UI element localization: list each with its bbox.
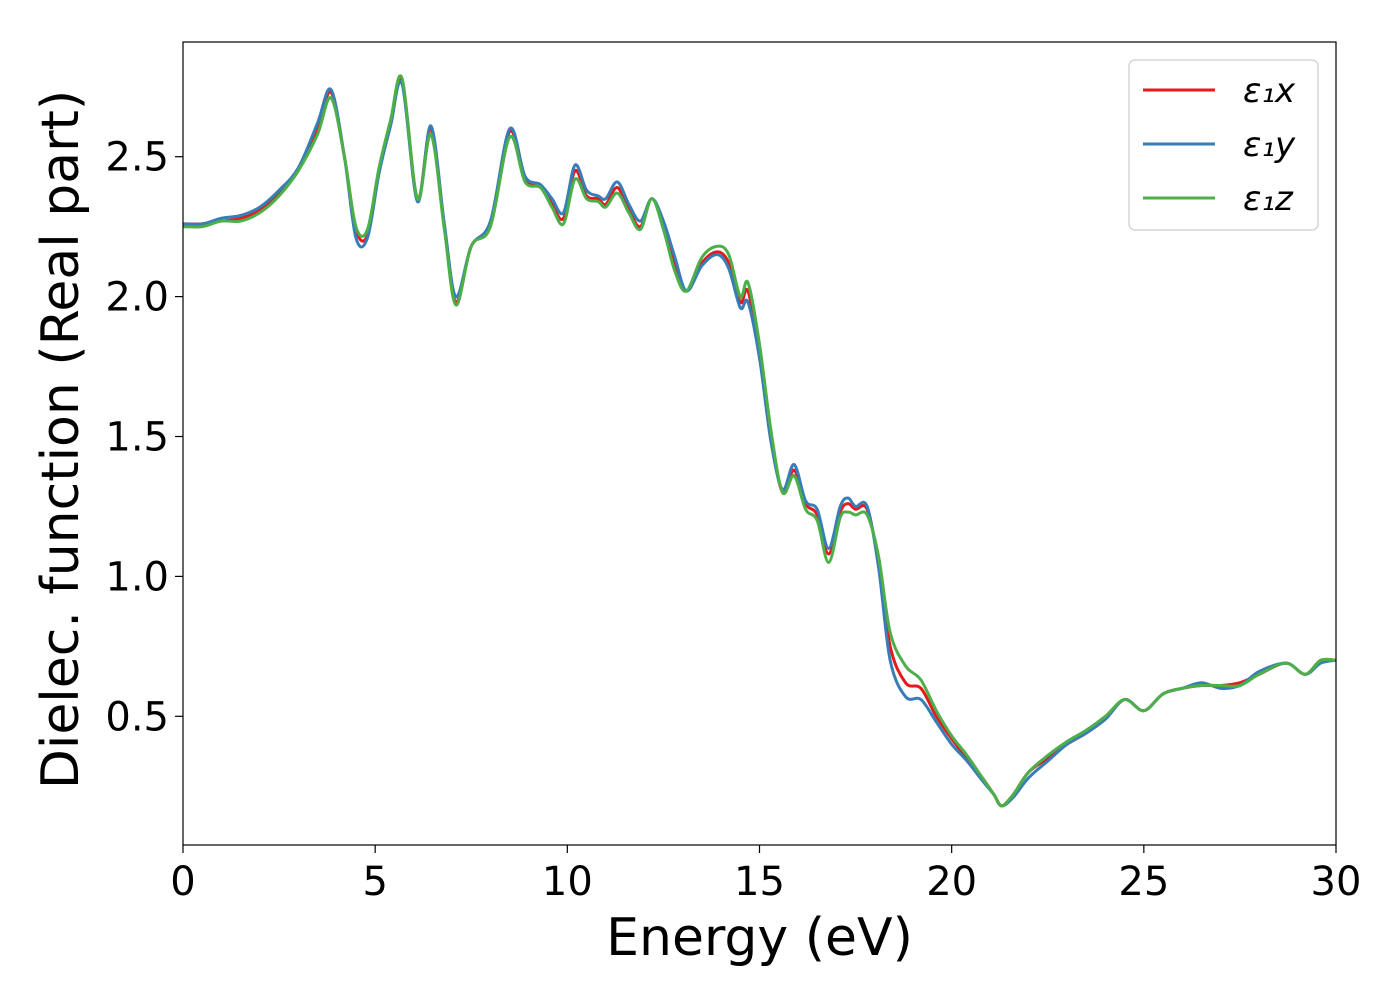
x-tick-label: 25 [1118,859,1169,905]
x-tick-label: 30 [1311,859,1362,905]
x-axis-label: Energy (eV) [606,908,913,968]
plot-lines [182,74,1337,808]
x-tick-label: 15 [734,859,785,905]
legend-label: ε₁z [1243,179,1294,219]
y-axis-label: Dielec. function (Real part) [31,90,91,789]
x-tick-label: 10 [542,859,593,905]
legend: ε₁x ε₁y ε₁z [1128,59,1319,231]
legend-label: ε₁y [1243,125,1296,165]
legend-box [1128,59,1319,231]
y-tick-label: 2.5 [105,135,169,181]
x-axis-ticks: 0 5 10 15 20 25 30 [170,845,1361,905]
y-tick-label: 1.5 [105,415,169,461]
y-tick-label: 1.0 [105,554,169,600]
legend-label: ε₁x [1243,71,1296,111]
y-tick-label: 2.0 [105,275,169,321]
x-tick-label: 20 [926,859,977,905]
y-axis-ticks: 0.5 1.0 1.5 2.0 2.5 [105,135,183,740]
x-tick-label: 5 [362,859,387,905]
y-tick-label: 0.5 [105,694,169,740]
x-tick-label: 0 [170,859,195,905]
series-line-2 [182,74,1337,808]
